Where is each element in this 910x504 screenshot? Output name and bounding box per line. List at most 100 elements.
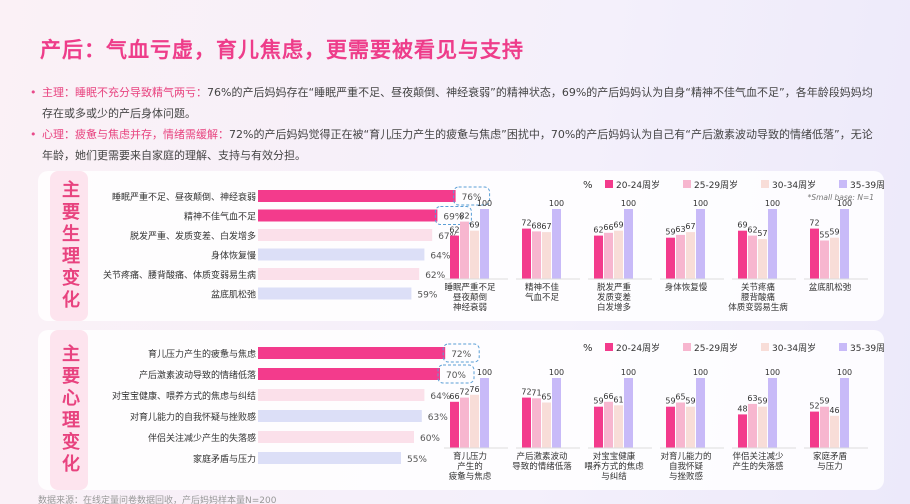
mental-vbar-value: 72 <box>459 388 469 397</box>
mental-hbar-bar <box>258 368 440 380</box>
mental-vbar-bar <box>480 378 489 448</box>
mental-vbar-bar <box>830 415 839 448</box>
physical-vbar-bar <box>768 209 777 279</box>
physical-vbar-value: 72 <box>521 219 531 228</box>
physical-hbar-label: 身体恢复慢 <box>211 250 256 262</box>
mental-hbar-bar <box>258 431 414 443</box>
mental-vbar-value: 59 <box>685 397 695 406</box>
physical-vbar-bar <box>450 235 459 279</box>
physical-panel: 主要生理变化 睡眠严重不足、昼夜颠倒、神经衰弱 76% 精神不佳气血不足 69% 脱发严… <box>38 171 894 321</box>
mental-vbar-bar <box>614 405 623 448</box>
mental-vbar-value: 100 <box>621 368 636 377</box>
mental-vbar-bar <box>542 402 551 448</box>
mental-panel-label: 主要心理变化 <box>50 330 88 490</box>
summary-bullets: 主理：睡眠不充分导致精气两亏：76%的产后妈妈存在“睡眠严重不足、昼夜颠倒、神经… <box>30 82 880 166</box>
physical-legend-label: 35-39周岁 <box>850 179 884 191</box>
physical-vbar-value: 69 <box>737 221 747 230</box>
mental-hbar-label: 育儿压力产生的疲惫与焦虑 <box>148 348 256 360</box>
mental-chart-svg: 育儿压力产生的疲惫与焦虑 72% 产后激素波动导致的情绪低落 70% 对宝宝健康、喂养方… <box>112 342 894 482</box>
physical-vbar-bar <box>840 209 849 279</box>
mental-hbar-label: 对宝宝健康、喂养方式的焦虑与纠结 <box>112 390 256 402</box>
mental-vbar-category-label: 产生的失落感 <box>732 461 784 472</box>
physical-vbar-category-label: 精神不佳 <box>525 282 560 293</box>
physical-vbar-value: 59 <box>829 228 839 237</box>
physical-hbar-value: 62% <box>425 271 445 281</box>
physical-vbar-category-label: 盆底肌松弛 <box>809 282 852 293</box>
mental-vbar-bar <box>810 411 819 448</box>
bullet-physical-head: 主理：睡眠不充分导致精气两亏： <box>42 86 207 99</box>
mental-vbar-bar <box>820 406 829 448</box>
mental-hbar-value: 55% <box>407 455 427 465</box>
physical-vbar-value: 62 <box>449 226 459 235</box>
physical-legend-swatch <box>683 180 691 188</box>
physical-hbar-bar <box>258 229 433 241</box>
physical-vbar-category-label: 腰背酸痛 <box>741 292 776 303</box>
mental-vbar-bar <box>522 397 531 448</box>
physical-hbar-bar <box>258 209 438 222</box>
physical-vbar-bar <box>460 221 469 279</box>
physical-vbar-value: 57 <box>757 229 767 238</box>
physical-vbar-category-label: 发质变差 <box>597 292 631 303</box>
physical-vbar-value: 72 <box>809 219 819 228</box>
physical-vbar-category-label: 脱发严重 <box>597 282 632 293</box>
mental-hbar-bar <box>258 389 425 401</box>
mental-hbar-bar <box>258 410 422 422</box>
physical-hbar-value: 69% <box>443 213 463 223</box>
physical-hbar-label: 关节疼痛、腰背酸痛、体质变弱易生病 <box>103 269 256 281</box>
mental-vbar-value: 59 <box>593 397 603 406</box>
physical-vbar-category-label: 昼夜颠倒 <box>453 292 487 303</box>
mental-hbar-label: 产后激素波动导致的情绪低落 <box>139 369 256 381</box>
physical-hbar-bar <box>258 248 425 261</box>
mental-vbar-category-label: 与挫败感 <box>669 471 704 482</box>
mental-hbar-highlight-box <box>437 364 475 384</box>
physical-vbar-value: 66 <box>603 223 613 232</box>
physical-vbar-value: 100 <box>837 199 852 208</box>
mental-vbar-value: 46 <box>829 406 839 415</box>
mental-vbar-value: 100 <box>549 368 564 377</box>
physical-vbar-value: 82 <box>459 212 469 221</box>
physical-vbar-bar <box>604 232 613 279</box>
physical-vbar-value: 63 <box>675 225 685 234</box>
physical-chart-svg: 睡眠严重不足、昼夜颠倒、神经衰弱 76% 精神不佳气血不足 69% 脱发严重、发质变差、… <box>103 179 894 313</box>
mental-hbar-label: 伴侣关注减少产生的失落感 <box>148 432 256 444</box>
physical-vbar-value: 100 <box>693 199 708 208</box>
mental-hbar-highlight-box <box>442 343 480 363</box>
mental-legend-label: 25-29周岁 <box>694 342 738 354</box>
mental-vbar-category-label: 疲惫与焦虑 <box>449 471 492 482</box>
mental-hbar-bar <box>258 452 401 464</box>
physical-pct-symbol: % <box>583 180 593 191</box>
mental-pct-symbol: % <box>583 343 593 354</box>
physical-legend-swatch <box>839 180 847 188</box>
physical-vbar-category-label: 神经衰弱 <box>453 302 487 313</box>
physical-vbar-value: 69 <box>469 221 479 230</box>
physical-hbar-bar <box>258 190 456 202</box>
mental-hbar-value: 63% <box>428 413 448 423</box>
mental-vbar-bar <box>748 403 757 448</box>
mental-vbar-bar <box>594 406 603 448</box>
physical-hbar-highlight-box <box>434 206 472 225</box>
physical-vbar-category-label: 睡眠严重不足 <box>444 282 496 293</box>
physical-hbar-value: 59% <box>417 291 437 301</box>
mental-legend-swatch <box>683 343 691 351</box>
mental-vbar-bar <box>758 406 767 448</box>
mental-vbar-bar <box>768 378 777 448</box>
physical-vbar-value: 100 <box>765 199 780 208</box>
small-base-note: *Small base: N=1 <box>808 193 874 202</box>
mental-vbar-category-label: 喂养方式的焦虑 <box>584 461 644 472</box>
mental-vbar-category-label: 家庭矛盾 <box>813 451 848 462</box>
physical-vbar-category-label: 关节疼痛 <box>741 282 776 293</box>
bullet-mental-text: 72%的产后妈妈觉得正在被“育儿压力产生的疲惫与焦虑”困扰中，70%的产后妈妈认… <box>42 128 873 162</box>
physical-vbar-bar <box>820 240 829 279</box>
physical-vbar-bar <box>830 237 839 279</box>
mental-legend-swatch <box>839 343 847 351</box>
physical-panel-label: 主要生理变化 <box>50 171 88 321</box>
physical-vbar-bar <box>686 232 695 279</box>
mental-vbar-bar <box>676 402 685 448</box>
physical-vbar-value: 55 <box>819 231 829 240</box>
mental-vbar-category-label: 育儿压力 <box>453 451 487 462</box>
physical-legend-label: 20-24周岁 <box>616 179 660 191</box>
mental-vbar-value: 71 <box>531 388 541 397</box>
physical-vbar-bar <box>594 235 603 279</box>
mental-vbar-bar <box>686 406 695 448</box>
mental-hbar-value: 64% <box>430 392 450 402</box>
